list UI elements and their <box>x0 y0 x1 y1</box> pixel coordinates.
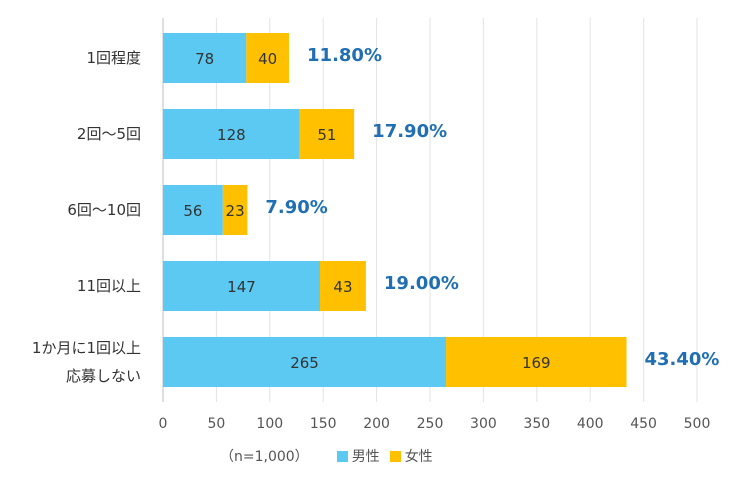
legend-item-female: 女性 <box>389 446 433 466</box>
data-label: 56 <box>183 202 202 220</box>
data-label: 128 <box>217 126 246 144</box>
x-tick-label: 0 <box>159 416 168 432</box>
bar-segment-female <box>446 337 627 387</box>
data-label: 40 <box>258 50 277 68</box>
data-label: 23 <box>226 202 245 220</box>
bar-segment-male <box>163 109 300 159</box>
sample-size-note: （n=1,000） <box>220 449 309 465</box>
legend-item-male: 男性 <box>336 446 380 466</box>
x-axis-ticks: 0 50 100 150 200 250 300 350 400 450 500 <box>159 416 711 432</box>
category-label: 1回程度 <box>86 49 141 67</box>
category-label: 11回以上 <box>77 277 141 295</box>
category-label: 1か月に1回以上 <box>32 339 141 357</box>
percentage-label: 11.80% <box>307 45 382 66</box>
x-tick-label: 400 <box>577 416 604 432</box>
x-tick-label: 350 <box>523 416 550 432</box>
legend-label-female: 女性 <box>404 449 433 465</box>
percentage-label: 7.90% <box>265 197 327 218</box>
bar-segment-female <box>319 261 366 311</box>
legend: （n=1,000） 男性 女性 <box>220 445 443 467</box>
category-label: 応募しない <box>66 367 141 385</box>
x-tick-label: 200 <box>363 416 390 432</box>
percentage-labels: 11.80% 17.90% 7.90% 19.00% 43.40% <box>265 45 719 370</box>
data-label: 169 <box>522 354 551 372</box>
x-tick-label: 250 <box>417 416 444 432</box>
bar-segment-male <box>163 337 447 387</box>
data-label: 78 <box>195 50 214 68</box>
bars: 78 40 128 51 56 23 147 43 265 169 <box>163 33 627 387</box>
x-tick-label: 300 <box>470 416 497 432</box>
x-tick-label: 500 <box>684 416 711 432</box>
category-label: 6回〜10回 <box>67 201 141 219</box>
data-label: 43 <box>333 278 352 296</box>
percentage-label: 17.90% <box>372 121 447 142</box>
x-tick-label: 450 <box>630 416 657 432</box>
data-label: 265 <box>290 354 319 372</box>
bar-segment-male <box>163 185 223 235</box>
bar-segment-male <box>163 261 320 311</box>
legend-label-male: 男性 <box>351 449 380 465</box>
legend-swatch-male <box>336 450 348 462</box>
bar-segment-female <box>222 185 248 235</box>
bar-segment-male <box>163 33 247 83</box>
data-label: 51 <box>317 126 336 144</box>
percentage-label: 43.40% <box>645 349 720 370</box>
legend-swatch-female <box>389 450 401 462</box>
bar-segment-female <box>299 109 355 159</box>
category-label: 2回〜5回 <box>77 125 141 143</box>
percentage-label: 19.00% <box>384 273 459 294</box>
bar-segment-female <box>246 33 290 83</box>
x-tick-label: 50 <box>207 416 225 432</box>
x-tick-label: 100 <box>256 416 283 432</box>
x-tick-label: 150 <box>310 416 337 432</box>
data-label: 147 <box>227 278 256 296</box>
